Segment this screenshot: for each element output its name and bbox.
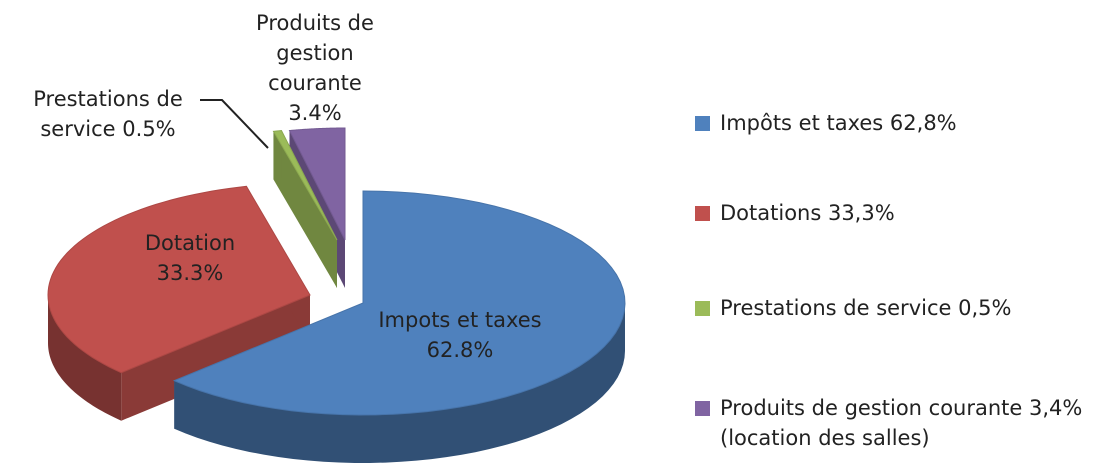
slice-value: 0.5% xyxy=(122,117,176,141)
legend-swatch xyxy=(695,301,710,316)
slice-value: 33.3% xyxy=(156,261,224,285)
legend-swatch xyxy=(695,206,710,221)
legend-swatch xyxy=(695,401,710,416)
slice-value: 62.8% xyxy=(426,338,494,362)
legend-item: Produits de gestion courante 3,4% (locat… xyxy=(695,393,1095,453)
legend-label: Impôts et taxes 62,8% xyxy=(720,111,957,135)
slice xyxy=(172,190,626,416)
slice xyxy=(272,130,338,241)
slice-name: Produits de gestion courante xyxy=(256,11,374,95)
slice-value: 3.4% xyxy=(288,101,342,125)
slice-rim xyxy=(48,295,122,421)
slice xyxy=(288,127,346,241)
slice-name: Impots et taxes xyxy=(378,308,542,332)
leader-line xyxy=(200,99,269,149)
slice-name: Dotation xyxy=(144,231,236,255)
slice-label: Impots et taxes 62.8% xyxy=(370,305,550,365)
legend-item: Prestations de service 0,5% xyxy=(695,293,1095,323)
legend-item: Impôts et taxes 62,8% xyxy=(695,108,1095,138)
legend-label: Prestations de service 0,5% xyxy=(720,296,1012,320)
slice-name: Prestations de service xyxy=(33,87,183,141)
legend-item: Dotations 33,3% xyxy=(695,198,1095,228)
slice-side xyxy=(281,130,337,288)
slice-rim xyxy=(174,303,625,463)
legend-label: Dotations 33,3% xyxy=(720,201,895,225)
slice-side xyxy=(121,295,310,421)
legend-swatch xyxy=(695,116,710,131)
legend-label: Produits de gestion courante 3,4% (locat… xyxy=(720,396,1083,450)
slice-label: Dotation 33.3% xyxy=(110,228,270,288)
slice-label: Produits de gestion courante 3.4% xyxy=(240,8,390,128)
slice-label: Prestations de service 0.5% xyxy=(8,84,208,144)
slice xyxy=(47,185,311,374)
